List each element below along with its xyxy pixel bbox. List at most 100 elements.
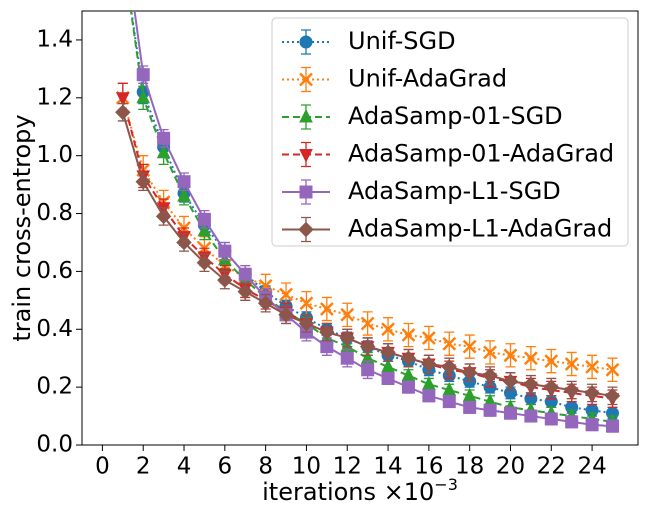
x-tick-label: 16 — [414, 454, 443, 480]
marker — [197, 222, 212, 237]
marker — [156, 144, 171, 159]
y-tick-label: 0.2 — [36, 374, 73, 400]
legend-box — [271, 17, 629, 247]
marker — [483, 345, 497, 360]
marker — [279, 287, 293, 302]
marker — [257, 295, 274, 311]
marker — [482, 367, 498, 384]
marker — [421, 356, 437, 372]
marker — [463, 400, 477, 414]
marker — [258, 278, 273, 293]
marker — [565, 415, 579, 429]
legend-label: AdaSamp-01-SGD — [348, 102, 563, 130]
marker — [320, 340, 334, 354]
x-label-text: iterations ×10 — [262, 478, 434, 506]
legend-label: AdaSamp-01-AdaGrad — [348, 140, 614, 168]
marker — [503, 406, 517, 420]
marker — [523, 351, 538, 366]
marker — [115, 104, 131, 120]
marker — [401, 380, 415, 394]
y-tick-label: 0.4 — [36, 316, 73, 342]
plot-frame — [81, 10, 639, 446]
legend-label: Unif-SGD — [348, 27, 456, 55]
marker — [401, 367, 416, 382]
y-axis-label: train cross-entropy — [8, 114, 36, 341]
marker — [544, 354, 559, 368]
marker — [299, 72, 313, 87]
x-tick-label: 2 — [136, 454, 151, 480]
marker — [502, 373, 519, 390]
marker — [237, 283, 253, 300]
marker — [135, 173, 151, 190]
marker — [238, 267, 252, 281]
marker — [298, 221, 314, 238]
marker — [442, 336, 457, 351]
marker — [177, 188, 191, 202]
legend-label: AdaSamp-L1-SGD — [348, 177, 561, 205]
x-tick-label: 12 — [333, 454, 362, 480]
marker — [299, 149, 313, 163]
marker — [381, 358, 395, 373]
marker — [155, 208, 172, 225]
marker — [422, 389, 436, 403]
x-axis-label: iterations ×10−3 — [262, 475, 458, 506]
x-tick-label: 0 — [95, 454, 110, 480]
legend-label: Unif-AdaGrad — [348, 65, 507, 93]
marker — [462, 339, 477, 354]
x-tick-label: 18 — [455, 454, 484, 480]
marker — [319, 302, 334, 316]
marker — [360, 316, 375, 331]
marker — [461, 364, 478, 381]
marker — [441, 359, 457, 375]
marker — [381, 371, 395, 385]
marker — [543, 379, 559, 395]
y-tick-label: 0.6 — [36, 258, 73, 284]
marker — [422, 376, 436, 390]
marker — [544, 412, 558, 426]
marker — [340, 307, 355, 322]
marker — [381, 322, 395, 337]
marker — [503, 348, 518, 363]
marker — [401, 328, 416, 342]
marker — [319, 324, 335, 340]
marker — [217, 272, 233, 288]
marker — [605, 362, 620, 377]
marker — [400, 350, 417, 366]
marker — [278, 307, 294, 323]
marker — [585, 359, 599, 374]
x-tick-label: 22 — [537, 454, 566, 480]
x-tick-label: 24 — [577, 454, 606, 480]
marker — [563, 382, 580, 398]
marker — [442, 395, 456, 409]
x-tick-label: 10 — [292, 454, 321, 480]
marker — [196, 255, 213, 271]
x-tick-label: 20 — [496, 454, 525, 480]
marker — [380, 344, 396, 361]
marker — [421, 331, 436, 345]
marker — [298, 315, 315, 332]
marker — [483, 403, 497, 417]
x-tick-label: 14 — [373, 454, 402, 480]
marker — [176, 234, 192, 251]
y-tick-label: 1.4 — [36, 26, 73, 52]
marker — [299, 296, 314, 311]
marker — [523, 376, 539, 392]
marker — [136, 68, 150, 82]
marker — [218, 244, 232, 258]
marker — [462, 387, 477, 402]
marker — [604, 388, 621, 404]
marker — [177, 175, 191, 189]
marker — [564, 357, 579, 371]
marker — [524, 409, 538, 423]
x-tick-label: 8 — [258, 454, 273, 480]
y-tick-label: 0.0 — [36, 432, 73, 458]
marker — [197, 212, 211, 226]
x-label-exponent: −3 — [434, 475, 458, 494]
marker — [339, 330, 355, 346]
marker — [361, 363, 375, 377]
marker — [442, 381, 457, 396]
marker — [584, 385, 600, 401]
marker — [299, 35, 313, 49]
marker — [136, 89, 151, 104]
